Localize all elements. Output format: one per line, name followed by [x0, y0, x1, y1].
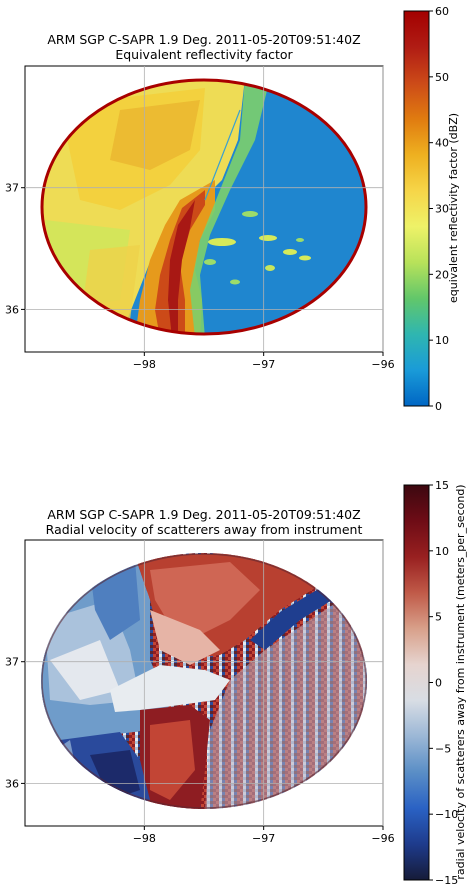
y-tick-label: 37	[5, 182, 19, 195]
chart1-colorbar-label: equivalent reflectivity factor (dBZ)	[447, 113, 460, 303]
colorbar-tick-label: −5	[435, 742, 451, 755]
chart2-colorbar-ticks: 15 10 5 0 −5 −10 −15	[429, 479, 458, 887]
x-tick-label: −98	[133, 358, 156, 371]
chart1-subtitle: Equivalent reflectivity factor	[115, 47, 293, 62]
colorbar-tick-label: −15	[435, 874, 458, 887]
y-tick-label: 37	[5, 656, 19, 669]
colorbar-tick-label: 0	[435, 400, 442, 413]
colorbar-tick-label: 50	[435, 71, 449, 84]
colorbar-tick-label: 20	[435, 268, 449, 281]
x-tick-label: −96	[371, 832, 394, 845]
y-tick-label: 36	[5, 777, 19, 790]
x-tick-label: −97	[252, 358, 275, 371]
x-tick-label: −97	[252, 832, 275, 845]
colorbar-tick-label: 5	[435, 611, 442, 624]
colorbar-tick-label: 40	[435, 137, 449, 150]
y-tick-label: 36	[5, 303, 19, 316]
chart2-plot-area: −98 −97 −96 37 36	[5, 539, 395, 845]
x-tick-label: −96	[371, 358, 394, 371]
chart1-colorbar-ticks: 0 10 20 30 40 50 60	[429, 5, 449, 413]
chart1-radar-field	[41, 79, 367, 335]
colorbar-tick-label: 0	[435, 677, 442, 690]
chart2-subtitle: Radial velocity of scatterers away from …	[45, 522, 363, 537]
colorbar-tick-label: −10	[435, 808, 458, 821]
chart2-radar-field	[41, 553, 367, 809]
chart2-colorbar-label: radial velocity of scatterers away from …	[454, 484, 467, 879]
chart1-gridlines	[25, 66, 384, 352]
chart2-title: ARM SGP C-SAPR 1.9 Deg. 2011-05-20T09:51…	[47, 507, 361, 522]
colorbar-tick-label: 10	[435, 334, 449, 347]
colorbar-tick-label: 60	[435, 5, 449, 18]
colorbar-tick-label: 10	[435, 545, 449, 558]
chart2-axis-ticks: −98 −97 −96 37 36	[5, 656, 395, 845]
chart1-title: ARM SGP C-SAPR 1.9 Deg. 2011-05-20T09:51…	[47, 32, 361, 47]
chart2-gridlines	[25, 540, 384, 826]
chart1-axis-ticks: −98 −97 −96 37 36	[5, 182, 395, 371]
x-tick-label: −98	[133, 832, 156, 845]
chart1-plot-area: −98 −97 −96 37 36	[5, 65, 395, 371]
colorbar-tick-label: 30	[435, 203, 449, 216]
chart2-colorbar: 15 10 5 0 −5 −10 −15 radial velocity of scatte…	[403, 479, 467, 887]
chart1-colorbar: 0 10 20 30 40 50 60 equivalent reflectivity fa…	[403, 5, 460, 413]
colorbar-tick-label: 15	[435, 479, 449, 492]
